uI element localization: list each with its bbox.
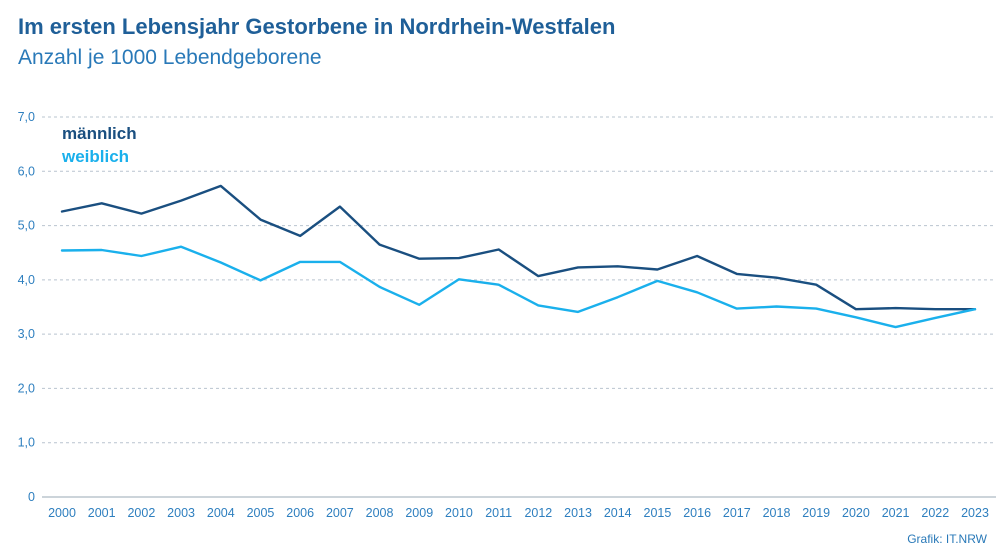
x-tick-label: 2023 xyxy=(961,506,989,520)
x-tick-label: 2017 xyxy=(723,506,751,520)
x-tick-label: 2011 xyxy=(485,506,512,520)
y-tick-label: 0 xyxy=(28,490,35,504)
y-tick-label: 5,0 xyxy=(18,219,35,233)
x-tick-label: 2021 xyxy=(882,506,910,520)
legend-item-maennlich: männlich xyxy=(62,124,137,143)
x-tick-label: 2013 xyxy=(564,506,592,520)
source-credit: Grafik: IT.NRW xyxy=(907,532,987,546)
x-tick-label: 2020 xyxy=(842,506,870,520)
legend-item-weiblich: weiblich xyxy=(62,147,130,166)
series-lines xyxy=(60,184,977,329)
y-tick-label: 7,0 xyxy=(18,110,35,124)
x-tick-label: 2008 xyxy=(366,506,394,520)
y-tick-label: 3,0 xyxy=(18,327,35,341)
x-tick-label: 2009 xyxy=(405,506,433,520)
grid-lines xyxy=(42,116,996,498)
x-tick-label: 2000 xyxy=(48,506,76,520)
x-tick-label: 2012 xyxy=(524,506,552,520)
x-tick-label: 2001 xyxy=(88,506,116,520)
x-tick-label: 2005 xyxy=(247,506,275,520)
x-tick-label: 2015 xyxy=(644,506,672,520)
x-tick-label: 2019 xyxy=(802,506,830,520)
x-tick-label: 2004 xyxy=(207,506,235,520)
series-line-maennlich xyxy=(60,184,977,311)
y-tick-label: 2,0 xyxy=(18,381,35,395)
x-tick-label: 2010 xyxy=(445,506,473,520)
x-tick-label: 2014 xyxy=(604,506,632,520)
y-axis-ticks: 0 1,0 2,0 3,0 4,0 5,0 6,0 7,0 xyxy=(18,110,35,504)
chart-title: Im ersten Lebensjahr Gestorbene in Nordr… xyxy=(18,14,616,39)
series-line-weiblich xyxy=(60,245,977,329)
chart-subtitle: Anzahl je 1000 Lebendgeborene xyxy=(18,46,322,69)
x-tick-label: 2022 xyxy=(921,506,949,520)
y-tick-label: 1,0 xyxy=(18,436,35,450)
x-tick-label: 2006 xyxy=(286,506,314,520)
y-tick-label: 6,0 xyxy=(18,164,35,178)
y-tick-label: 4,0 xyxy=(18,273,35,287)
x-tick-label: 2018 xyxy=(763,506,791,520)
legend: männlich weiblich xyxy=(62,122,137,168)
x-tick-label: 2002 xyxy=(127,506,155,520)
x-tick-label: 2003 xyxy=(167,506,195,520)
x-axis-ticks: 2000 2001 2002 2003 2004 2005 2006 2007 2008 2009… xyxy=(48,506,989,520)
x-tick-label: 2007 xyxy=(326,506,354,520)
x-tick-label: 2016 xyxy=(683,506,711,520)
